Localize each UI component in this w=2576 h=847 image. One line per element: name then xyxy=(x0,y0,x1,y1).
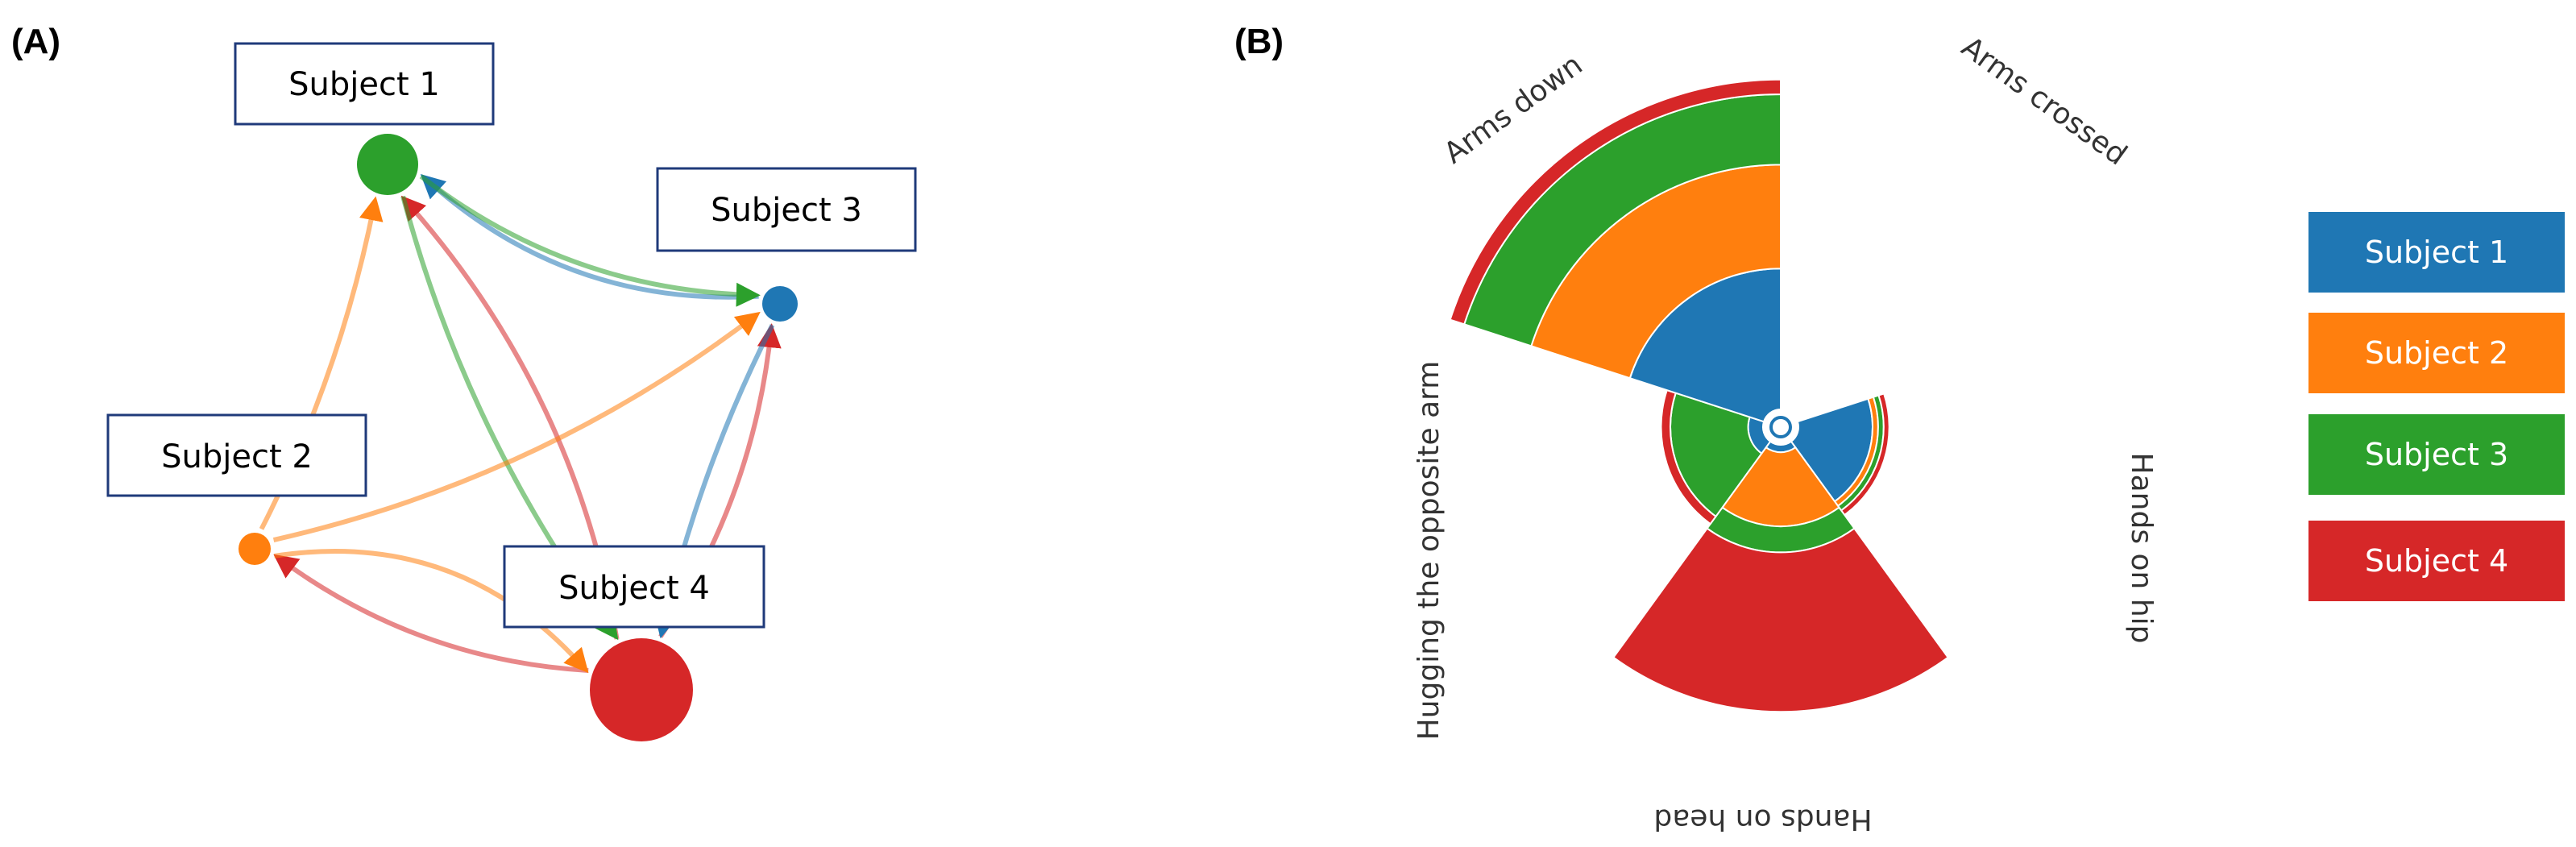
node-s4 xyxy=(590,638,693,741)
legend-label: Subject 3 xyxy=(2365,437,2508,472)
legend-swatch xyxy=(2308,212,2565,293)
node-label: Subject 3 xyxy=(711,192,862,229)
legend-item-subject-1: Subject 1 xyxy=(2308,212,2565,293)
polar-sectors xyxy=(1449,78,1950,713)
node-label-subject-3: Subject 3 xyxy=(656,167,917,252)
node-s2 xyxy=(239,533,271,565)
node-label-box xyxy=(234,42,495,126)
category-label-hugging-the-opposite-arm: Hugging the opposite arm xyxy=(1412,361,1446,741)
edge-s4-to-s2 xyxy=(273,554,589,674)
node-label-box xyxy=(503,545,765,629)
edge-s2-to-s4 xyxy=(273,549,589,674)
polar-center xyxy=(1769,416,1792,438)
legend-item-subject-4: Subject 4 xyxy=(2308,521,2565,601)
polar-bar-arms-down-subject-4 xyxy=(1449,78,1782,326)
legend: Subject 1 Subject 2 Subject 3 Subject 4 xyxy=(2308,212,2565,601)
node-s1 xyxy=(357,134,418,195)
network-nodes xyxy=(239,134,798,741)
category-label-arms-crossed: Arms crossed xyxy=(1956,31,2133,172)
node-label: Subject 4 xyxy=(558,570,710,607)
node-label-subject-2: Subject 2 xyxy=(106,413,367,497)
category-label-hands-on-hip: Hands on hip xyxy=(2125,453,2158,644)
panel-label-a: (A) xyxy=(11,22,60,61)
node-label-box xyxy=(656,167,917,252)
legend-swatch xyxy=(2308,521,2565,601)
node-label-subject-4: Subject 4 xyxy=(503,545,765,629)
category-label-arms-down: Arms down xyxy=(1438,48,1589,170)
node-label: Subject 2 xyxy=(161,438,313,475)
node-label-box xyxy=(106,413,367,497)
legend-label: Subject 1 xyxy=(2365,235,2508,270)
node-label-subject-1: Subject 1 xyxy=(234,42,495,126)
subject-network: Subject 1 Subject 3 Subject 2 Subject 4 xyxy=(106,42,917,741)
legend-label: Subject 2 xyxy=(2365,335,2508,371)
edge-s3-to-s1 xyxy=(420,174,759,300)
category-label-hands-on-head: Hands on head xyxy=(1653,803,1872,836)
legend-swatch xyxy=(2308,313,2565,393)
legend-item-subject-2: Subject 2 xyxy=(2308,313,2565,393)
legend-label: Subject 4 xyxy=(2365,543,2508,579)
edge-s2-to-s3 xyxy=(272,311,761,542)
polar-chart: Arms crossed Hands on hip Hands on head … xyxy=(1412,31,2158,836)
panel-label-b: (B) xyxy=(1234,22,1284,61)
edge-s1-to-s3 xyxy=(419,174,761,307)
node-label: Subject 1 xyxy=(288,66,440,103)
legend-item-subject-3: Subject 3 xyxy=(2308,414,2565,495)
node-s3 xyxy=(762,286,798,322)
legend-swatch xyxy=(2308,414,2565,495)
polar-bar-hands-on-head-subject-4 xyxy=(1612,527,1950,713)
